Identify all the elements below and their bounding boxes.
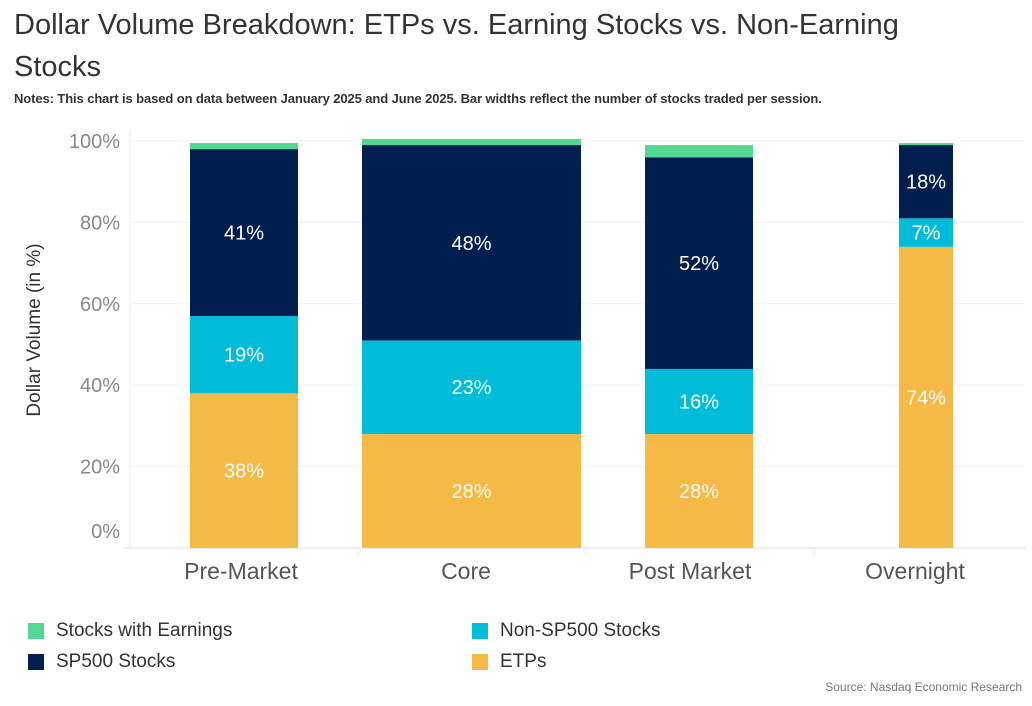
legend-item-earnings: Stocks with Earnings (28, 620, 232, 642)
legend-label: SP500 Stocks (56, 651, 176, 672)
legend-item-sp500: SP500 Stocks (28, 651, 175, 673)
y-tick-label: 80% (80, 212, 120, 234)
bar-segment (899, 145, 953, 219)
bar-segment (190, 393, 298, 548)
bar-segment (190, 143, 298, 150)
legend-swatch (28, 654, 44, 670)
bar-segment (899, 218, 953, 247)
y-tick-label: 20% (80, 457, 120, 479)
data-label: 19% (224, 345, 264, 367)
chart-notes: Notes: This chart is based on data betwe… (14, 91, 822, 106)
legend-swatch (472, 654, 488, 670)
bar-segment (899, 143, 953, 146)
source-note: Source: Nasdaq Economic Research (825, 680, 1022, 694)
x-tick-label: Pre-Market (184, 558, 298, 584)
legend-swatch (28, 623, 44, 639)
data-label: 18% (906, 172, 946, 194)
bar-segment (645, 157, 753, 369)
stacked-bar-chart: 0% 20% 40% 60% 80% 100% Dollar Volume (in %) 38… (24, 130, 1025, 584)
data-label: 23% (451, 377, 491, 399)
bar-segment (190, 149, 298, 317)
data-label: 74% (906, 387, 946, 409)
legend-swatch (472, 623, 488, 639)
data-label: 28% (679, 481, 719, 503)
legend-item-non-sp500: Non-SP500 Stocks (472, 620, 661, 642)
data-label: 28% (451, 481, 491, 503)
legend-label: ETPs (500, 651, 547, 672)
bar-segment (362, 145, 581, 341)
y-tick-label: 100% (69, 131, 120, 153)
y-tick-label: 40% (80, 375, 120, 397)
y-axis-label: Dollar Volume (in %) (24, 243, 45, 416)
bar-segment (645, 434, 753, 548)
data-label: 7% (912, 223, 941, 245)
data-label: 16% (679, 391, 719, 413)
legend-item-etps: ETPs (472, 651, 546, 673)
bar-segment (899, 246, 953, 548)
data-label: 48% (451, 233, 491, 255)
bar-segment (190, 316, 298, 394)
x-tick-label: Core (441, 558, 491, 584)
bar-segment (645, 368, 753, 435)
data-label: 38% (224, 461, 264, 483)
bar-segment (362, 138, 581, 146)
data-label: 41% (224, 223, 264, 245)
bar-segment (645, 145, 753, 158)
bar-segment (362, 340, 581, 435)
legend-label: Non-SP500 Stocks (500, 620, 661, 641)
bar-segment (362, 434, 581, 548)
x-tick-label: Post Market (629, 558, 752, 584)
chart-title: Dollar Volume Breakdown: ETPs vs. Earnin… (14, 9, 899, 83)
legend-label: Stocks with Earnings (56, 620, 233, 641)
data-label: 52% (679, 253, 719, 275)
x-tick-label: Overnight (865, 558, 965, 584)
y-tick-label: 60% (80, 294, 120, 316)
y-tick-label: 0% (91, 521, 120, 543)
